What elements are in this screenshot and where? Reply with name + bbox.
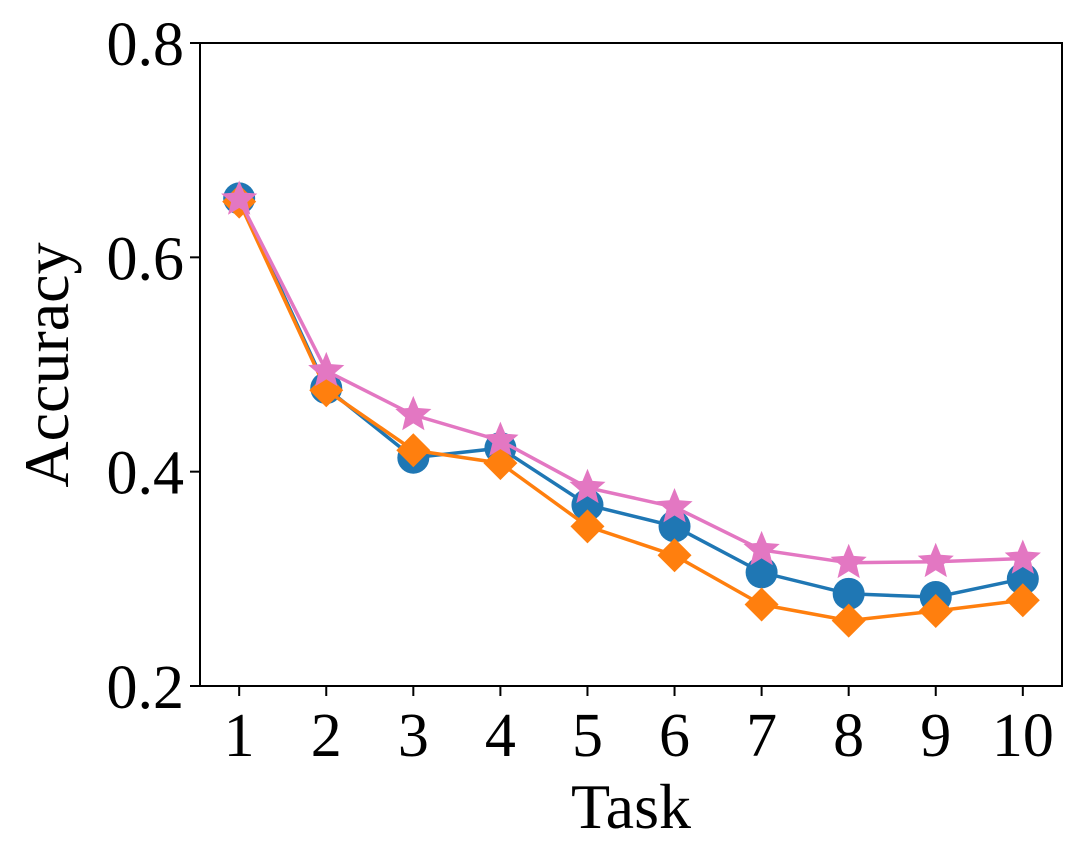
y-tick-label: 0.2: [107, 654, 185, 722]
data-point: [221, 180, 258, 215]
axes-frame: [199, 42, 1063, 687]
x-tick-label: 10: [992, 702, 1054, 770]
data-point: [830, 543, 867, 579]
x-tick-label: 8: [833, 702, 864, 770]
series-3: [221, 180, 1041, 579]
data-point: [570, 509, 605, 544]
data-point: [743, 530, 780, 566]
x-axis-label: Task: [571, 771, 691, 842]
data-point: [308, 351, 345, 387]
x-axis: 1 2 3 4 5 6 7 8 9 10: [224, 686, 1054, 770]
data-point: [831, 603, 866, 638]
x-tick-label: 9: [920, 702, 951, 770]
series-2: [222, 184, 1040, 638]
x-tick-label: 1: [224, 702, 255, 770]
data-point: [395, 395, 432, 431]
y-tick-label: 0.4: [107, 440, 185, 508]
data-point: [482, 421, 519, 456]
data-point: [657, 538, 692, 573]
x-tick-label: 6: [659, 702, 690, 770]
y-axis-label: Accuracy: [11, 242, 82, 487]
data-point: [1004, 539, 1041, 574]
data-point: [917, 542, 954, 578]
data-point: [745, 556, 778, 589]
data-point: [483, 446, 518, 481]
x-tick-label: 3: [398, 702, 429, 770]
x-tick-label: 5: [572, 702, 603, 770]
y-tick-label: 0.8: [107, 11, 185, 79]
data-point: [832, 577, 865, 610]
series-line: [237, 197, 1024, 599]
data-point: [1005, 583, 1040, 618]
x-tick-label: 7: [746, 702, 777, 770]
data-point: [656, 488, 693, 523]
data-point: [744, 587, 779, 622]
series-line: [237, 198, 1023, 565]
series-line: [237, 200, 1024, 623]
data-point: [396, 433, 431, 468]
x-tick-label: 2: [311, 702, 342, 770]
data-point: [569, 468, 606, 504]
plot-area: [221, 180, 1041, 638]
y-tick-label: 0.6: [107, 225, 185, 293]
series-1: [223, 182, 1039, 614]
y-axis: 0.2 0.4 0.6 0.8: [107, 11, 200, 722]
data-point: [918, 593, 953, 628]
x-tick-label: 4: [485, 702, 516, 770]
